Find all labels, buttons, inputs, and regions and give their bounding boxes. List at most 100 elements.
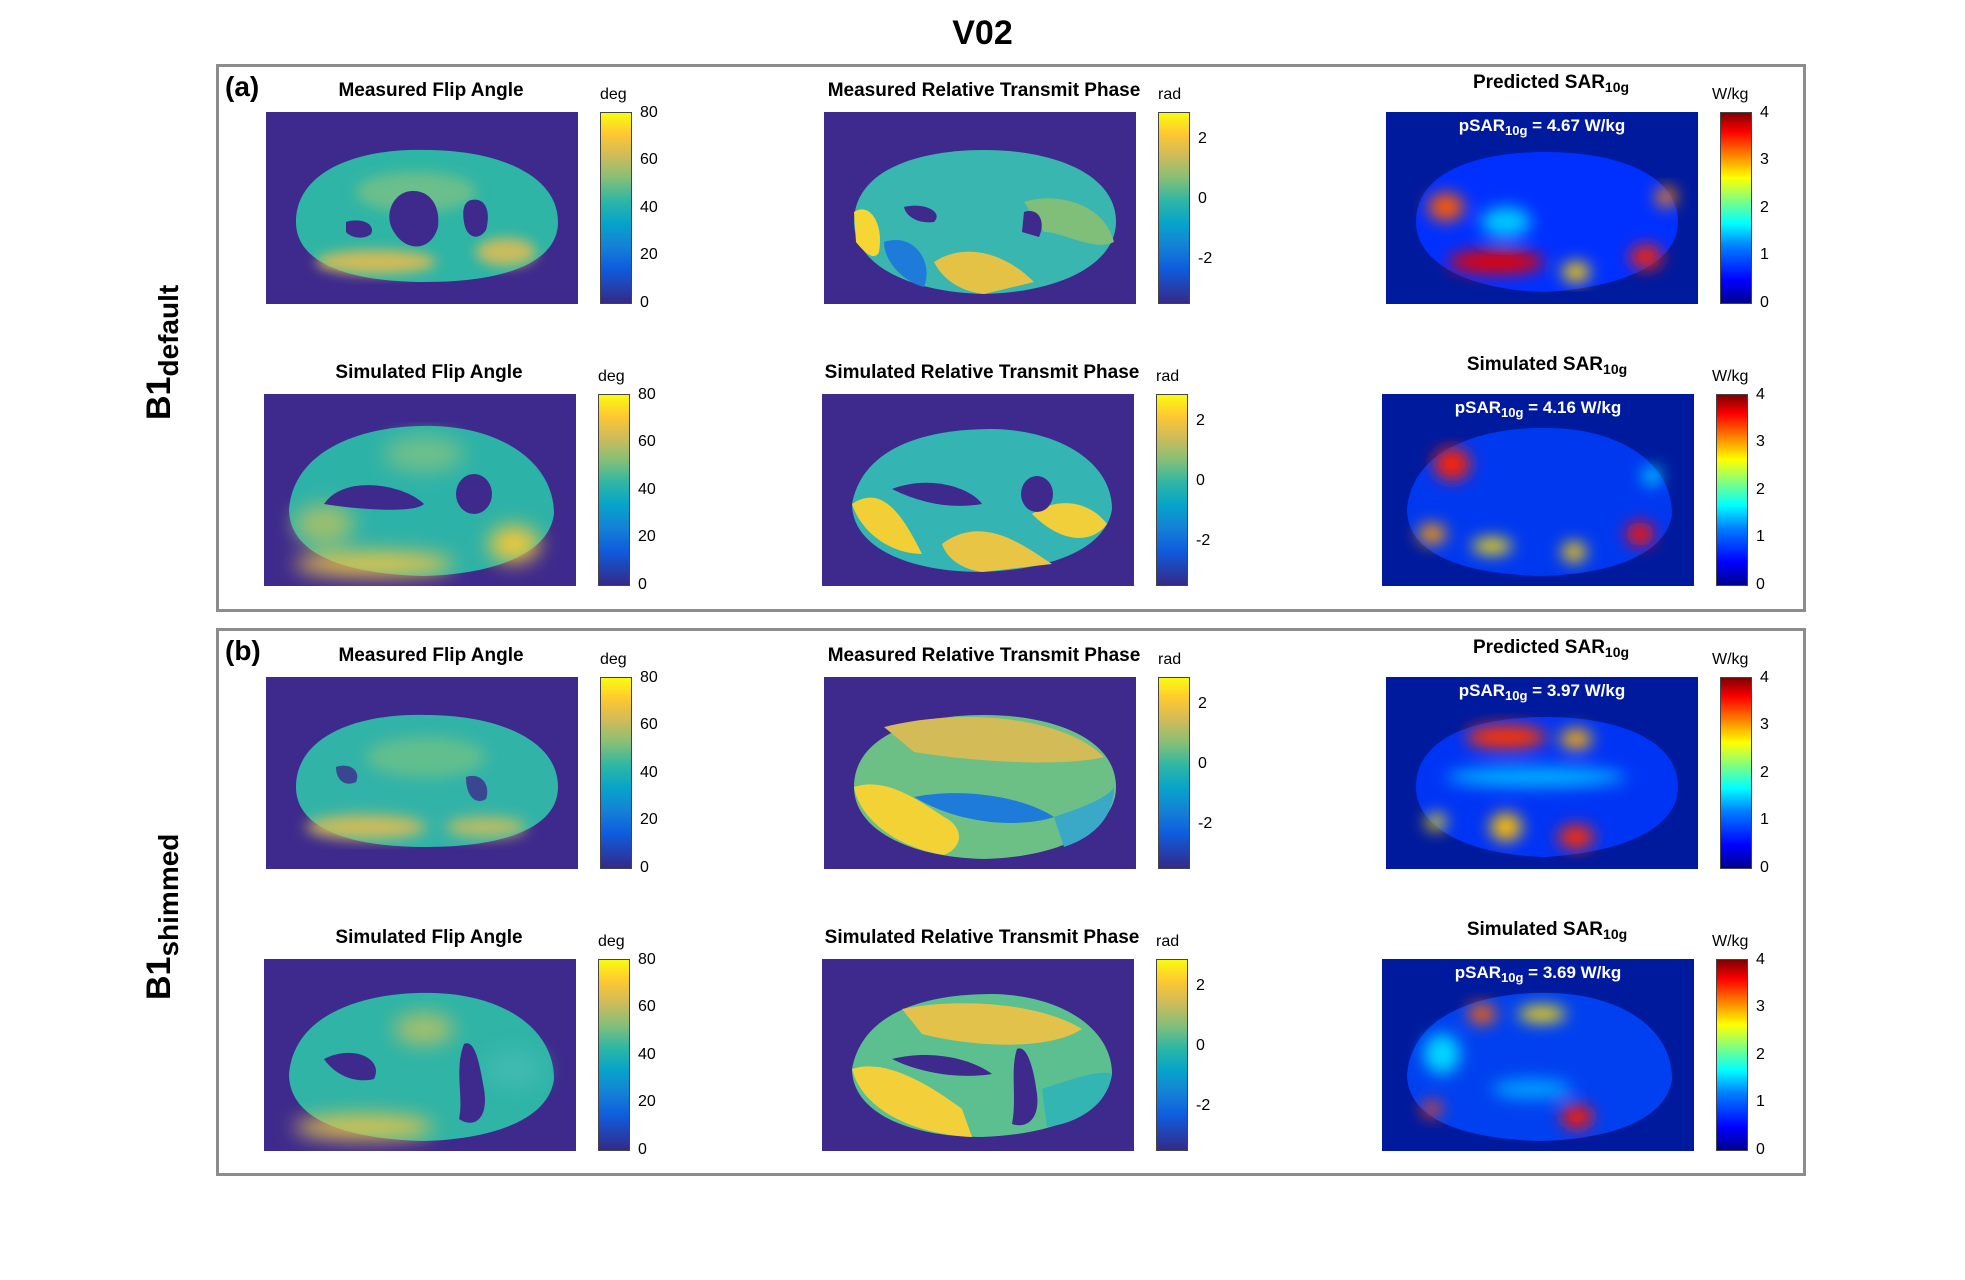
psar-label: pSAR10g = 4.67 W/kg xyxy=(1386,116,1698,138)
cell-title: Measured Relative Transmit Phase xyxy=(827,645,1141,666)
psar-main: pSAR xyxy=(1454,398,1502,417)
tick: 3 xyxy=(1760,151,1769,168)
row-label-default: B1default xyxy=(140,285,185,420)
cell-simulated-phase-a: Simulated Relative Transmit Phase rad 2 … xyxy=(822,362,1242,592)
colorbar xyxy=(1158,112,1190,304)
tick: 0 xyxy=(1756,1141,1765,1158)
tick: -2 xyxy=(1198,250,1213,267)
tick: 4 xyxy=(1756,386,1765,403)
tick: 0 xyxy=(1760,859,1769,876)
tick: 60 xyxy=(638,433,656,450)
tick: 40 xyxy=(638,481,656,498)
cell-predicted-sar-b: Predicted SAR10g pSAR10g = 3.97 W/kg W/k… xyxy=(1386,637,1806,876)
cell-simulated-sar-a: Simulated SAR 10g pSAR10g = 4.16 W/kg W/k… xyxy=(1382,354,1802,593)
cell-measured-flip-angle-b: Measured Flip Angle deg 80 60 40 20 0 xyxy=(266,645,686,876)
panel-letter: (a) xyxy=(225,71,260,102)
title-main: Predicted SAR xyxy=(1472,637,1605,658)
cell-title: Simulated Relative Transmit Phase xyxy=(824,927,1140,948)
cell-simulated-flip-angle-b: Simulated Flip Angle deg 80 60 40 20 0 xyxy=(264,927,684,1158)
tick: 80 xyxy=(640,669,658,686)
tick: 2 xyxy=(1198,130,1207,147)
colorbar xyxy=(598,959,630,1151)
tick: -2 xyxy=(1198,815,1213,832)
tick: 0 xyxy=(1198,755,1207,772)
panel-a: (a) xyxy=(216,64,1806,612)
colorbar-unit: rad xyxy=(1158,86,1182,103)
cell-title: Simulated Flip Angle xyxy=(335,362,523,383)
tick: 3 xyxy=(1756,998,1765,1015)
cell-title: Simulated SAR10g xyxy=(1382,919,1712,942)
cell-title: Measured Relative Transmit Phase xyxy=(827,80,1141,101)
cell-simulated-flip-angle-a: Simulated Flip Angle deg 80 60 40 20 0 xyxy=(264,362,684,593)
tick: 60 xyxy=(640,716,658,733)
tick: 0 xyxy=(638,576,647,593)
psar-value: = 3.69 W/kg xyxy=(1528,963,1622,982)
colorbar xyxy=(598,394,630,586)
tick: 0 xyxy=(1198,190,1207,207)
row-label-main: B1 xyxy=(140,956,178,1000)
cell-predicted-sar-a: Predicted SAR10g pSAR10g = 4.67 W/kg W/k… xyxy=(1386,72,1806,311)
colorbar-unit: deg xyxy=(600,86,627,103)
flip-angle-map xyxy=(266,677,578,869)
colorbar-unit: W/kg xyxy=(1712,368,1749,385)
tick: 80 xyxy=(640,104,658,121)
cell-title: Predicted SAR10g xyxy=(1386,637,1716,660)
psar-sub: 10g xyxy=(1501,405,1524,420)
tick: 20 xyxy=(640,811,658,828)
psar-sub: 10g xyxy=(1505,123,1528,138)
flip-angle-map xyxy=(266,112,578,304)
title-main: Simulated SAR xyxy=(1466,354,1604,375)
tick: 20 xyxy=(638,528,656,545)
colorbar xyxy=(1720,112,1752,304)
psar-main: pSAR xyxy=(1458,681,1506,700)
tick: 60 xyxy=(640,151,658,168)
colorbar-unit: deg xyxy=(600,651,627,668)
title-main: Simulated SAR xyxy=(1466,919,1604,940)
tick: -2 xyxy=(1196,1097,1211,1114)
title-sub: 10g xyxy=(1603,926,1628,942)
sar-map: pSAR10g = 4.16 W/kg xyxy=(1382,394,1694,586)
tick: 1 xyxy=(1760,246,1769,263)
tick: 20 xyxy=(638,1093,656,1110)
tick: 1 xyxy=(1756,528,1765,545)
cell-title: Measured Flip Angle xyxy=(338,80,524,101)
tick: 2 xyxy=(1196,412,1205,429)
tick: 80 xyxy=(638,951,656,968)
psar-label: pSAR10g = 4.16 W/kg xyxy=(1382,398,1694,420)
row-label-main: B1 xyxy=(140,376,178,420)
tick: 2 xyxy=(1756,481,1765,498)
colorbar-unit: W/kg xyxy=(1712,933,1749,950)
colorbar xyxy=(1156,959,1188,1151)
tick: 40 xyxy=(640,764,658,781)
tick: 40 xyxy=(638,1046,656,1063)
tick: 4 xyxy=(1760,104,1769,121)
flip-angle-map xyxy=(264,959,576,1151)
phase-map xyxy=(822,959,1134,1151)
cell-measured-flip-angle-a: Measured Flip Angle deg 80 60 40 20 0 xyxy=(266,80,686,311)
cell-title: Simulated Relative Transmit Phase xyxy=(824,362,1140,383)
psar-label: pSAR10g = 3.97 W/kg xyxy=(1386,681,1698,703)
flip-angle-map xyxy=(264,394,576,586)
colorbar-unit: rad xyxy=(1158,651,1182,668)
tick: 0 xyxy=(640,294,649,311)
tick: 2 xyxy=(1756,1046,1765,1063)
psar-value: = 4.67 W/kg xyxy=(1532,116,1626,135)
cell-title: Simulated Flip Angle xyxy=(335,927,523,948)
cell-simulated-sar-b: Simulated SAR10g pSAR10g = 3.69 W/kg W/k… xyxy=(1382,919,1802,1158)
tick: 2 xyxy=(1760,199,1769,216)
phase-map xyxy=(824,677,1136,869)
colorbar xyxy=(600,112,632,304)
cell-simulated-phase-b: Simulated Relative Transmit Phase rad 2 … xyxy=(822,927,1242,1157)
tick: 1 xyxy=(1760,811,1769,828)
colorbar xyxy=(600,677,632,869)
colorbar xyxy=(1720,677,1752,869)
tick: 3 xyxy=(1760,716,1769,733)
psar-sub: 10g xyxy=(1505,688,1528,703)
panel-letter: (b) xyxy=(225,635,261,666)
title-sub: 10g xyxy=(1604,644,1630,660)
tick: 0 xyxy=(640,859,649,876)
sar-map: pSAR10g = 3.69 W/kg xyxy=(1382,959,1694,1151)
tick: 0 xyxy=(1756,576,1765,593)
psar-main: pSAR xyxy=(1458,116,1506,135)
colorbar-unit: rad xyxy=(1156,368,1180,385)
